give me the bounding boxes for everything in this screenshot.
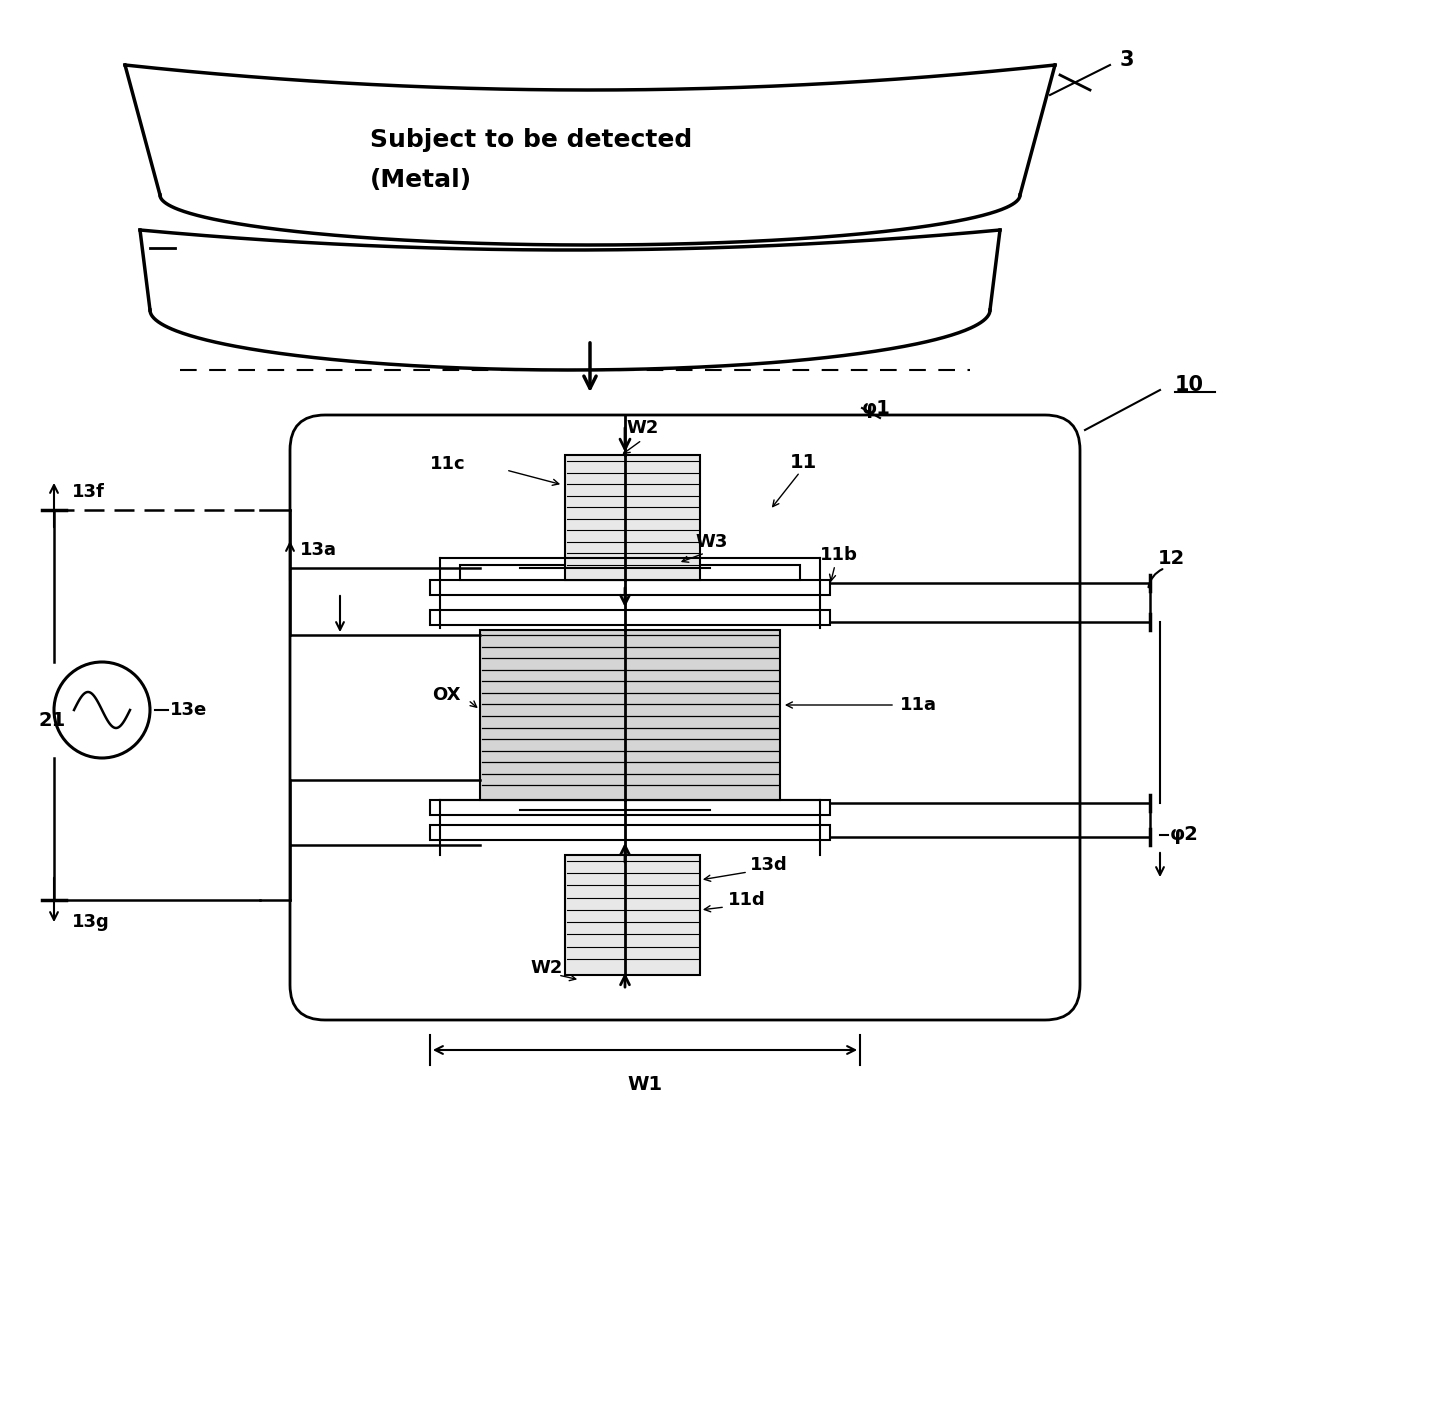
- Text: W1: W1: [627, 1075, 662, 1093]
- Text: 13f: 13f: [72, 483, 105, 501]
- Text: φ2: φ2: [1170, 825, 1199, 845]
- Text: OX: OX: [432, 686, 460, 704]
- Text: 11d: 11d: [728, 890, 766, 909]
- Bar: [460, 565, 800, 579]
- Bar: [430, 611, 830, 625]
- Text: 13a: 13a: [299, 541, 337, 559]
- Text: 12: 12: [1158, 548, 1186, 568]
- Text: W2: W2: [530, 959, 563, 977]
- Text: 13g: 13g: [72, 913, 109, 932]
- FancyBboxPatch shape: [291, 415, 1081, 1020]
- Text: W3: W3: [695, 532, 727, 551]
- Bar: [481, 630, 780, 799]
- Text: (Metal): (Metal): [370, 168, 472, 192]
- Bar: [430, 799, 830, 815]
- Bar: [566, 855, 699, 976]
- Text: 13e: 13e: [170, 701, 207, 719]
- Bar: [430, 579, 830, 595]
- Text: 11: 11: [790, 453, 817, 473]
- Text: W2: W2: [626, 419, 659, 437]
- Text: φ1: φ1: [862, 399, 891, 417]
- Bar: [430, 825, 830, 841]
- Text: 11b: 11b: [820, 547, 858, 564]
- Bar: [566, 454, 699, 579]
- Text: 11c: 11c: [430, 454, 466, 473]
- Text: Subject to be detected: Subject to be detected: [370, 128, 692, 152]
- Text: 13d: 13d: [750, 856, 787, 873]
- Text: 21: 21: [39, 710, 66, 730]
- Text: 11a: 11a: [899, 696, 937, 714]
- Text: 3: 3: [1120, 50, 1134, 70]
- Text: 10: 10: [1176, 375, 1204, 395]
